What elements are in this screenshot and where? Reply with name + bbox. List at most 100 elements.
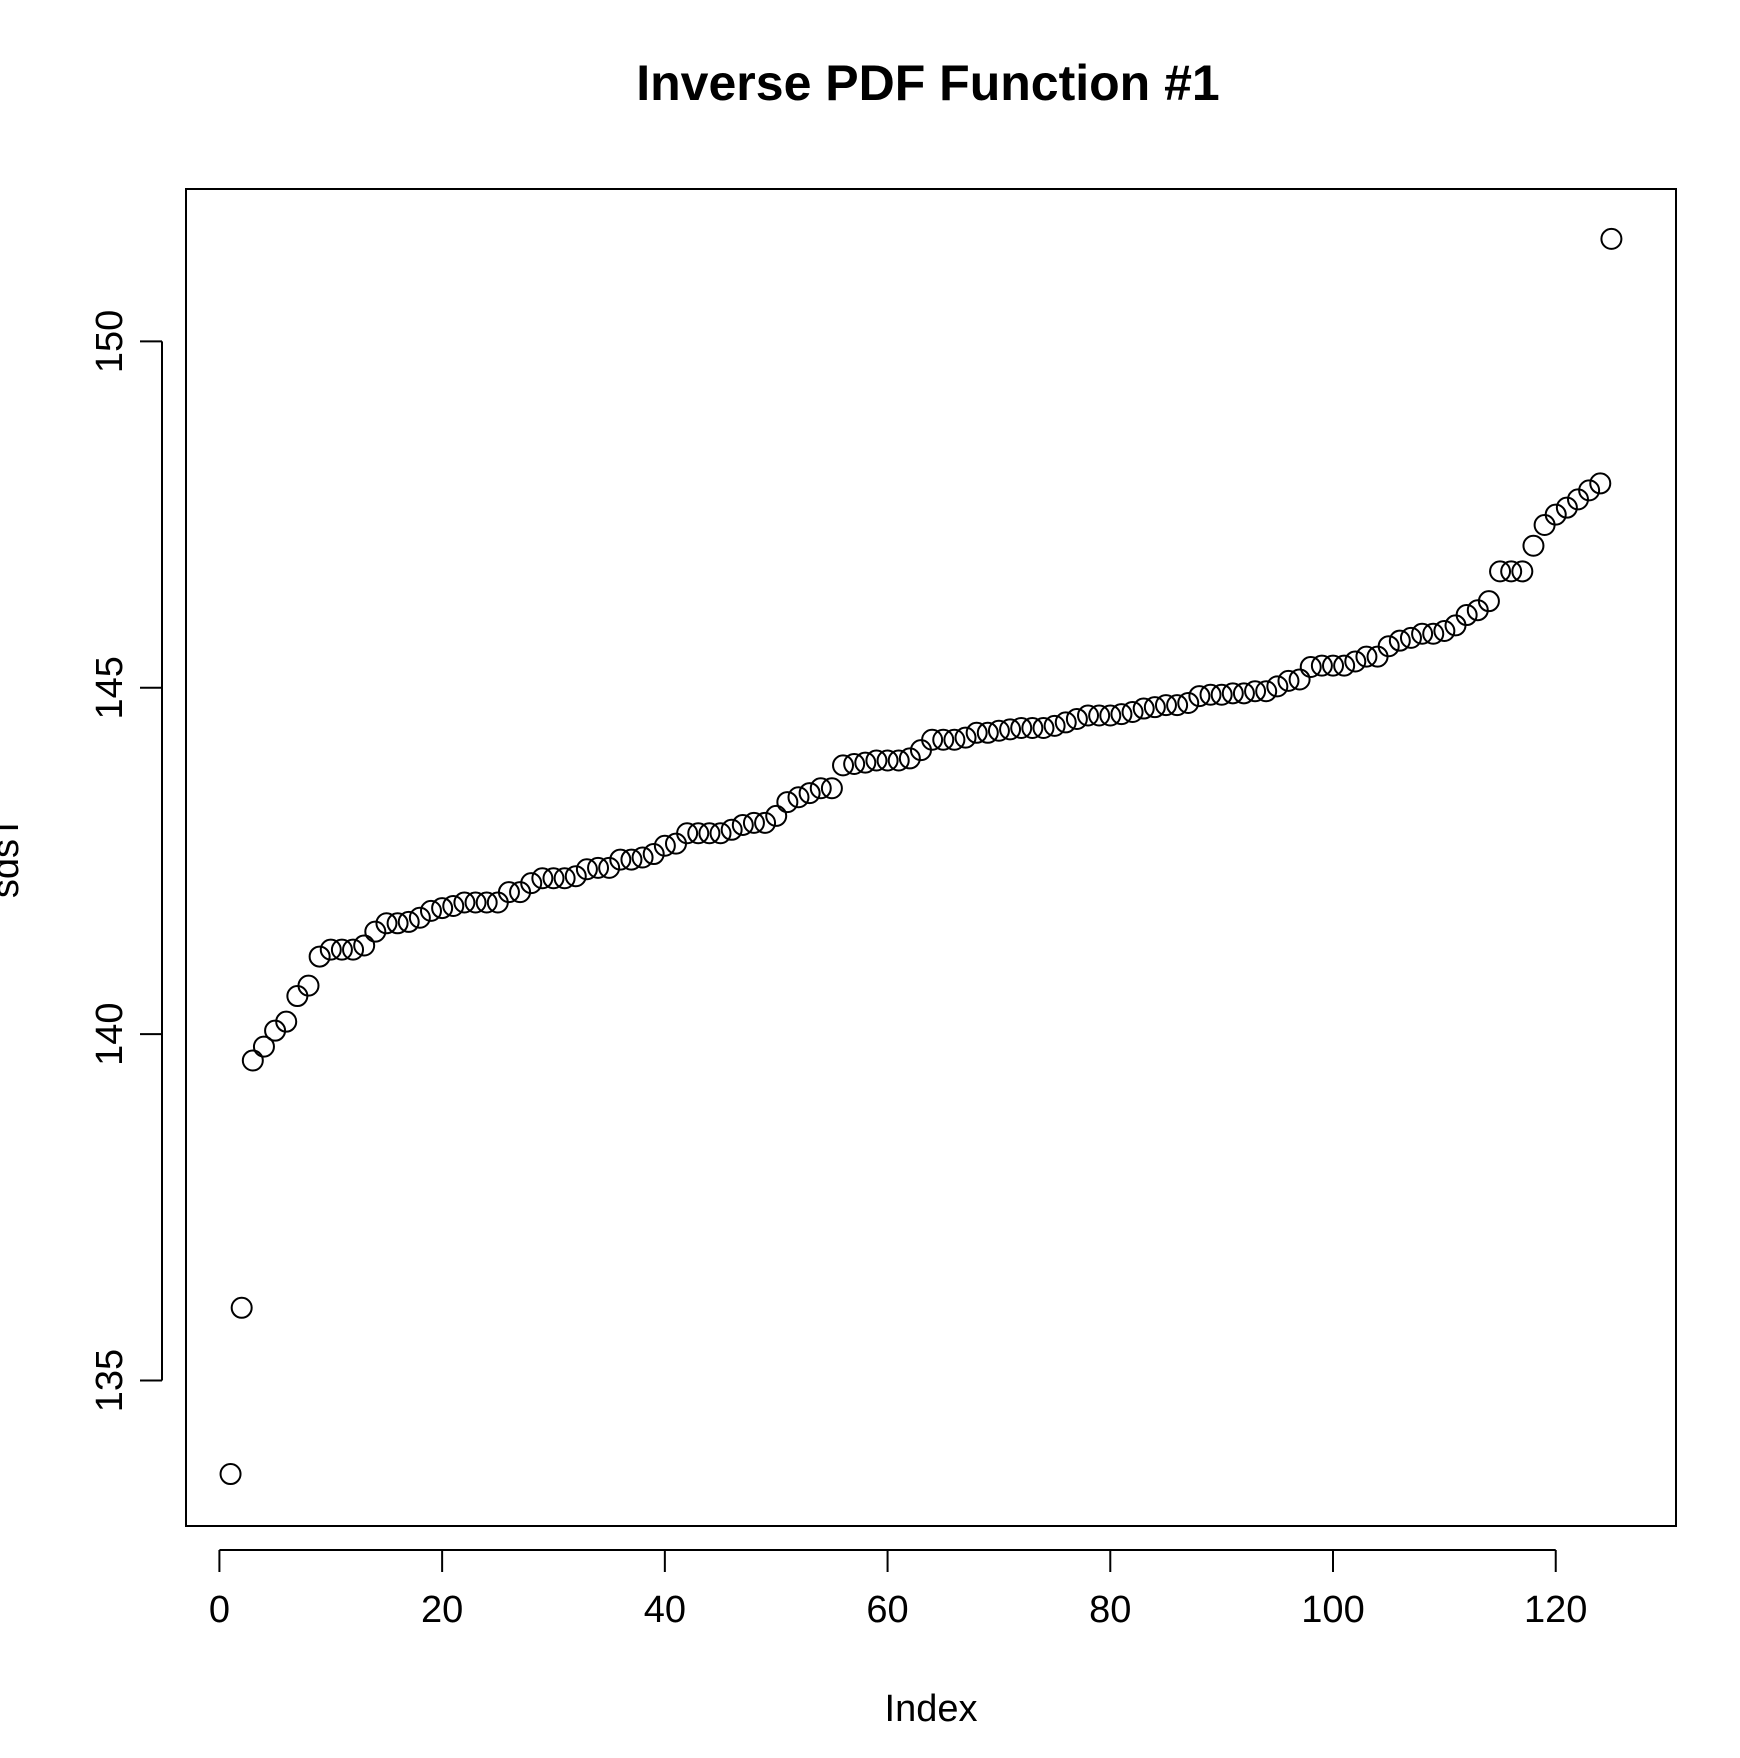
data-point bbox=[1032, 716, 1055, 739]
data-point bbox=[1199, 683, 1222, 706]
data-point bbox=[921, 728, 944, 751]
data-point bbox=[887, 749, 910, 772]
data-point bbox=[1110, 703, 1133, 726]
data-point bbox=[943, 728, 966, 751]
data-point bbox=[765, 804, 788, 827]
data-point bbox=[1232, 682, 1255, 705]
y-axis-label: sdsT bbox=[0, 816, 27, 898]
data-point bbox=[252, 1035, 275, 1058]
data-point bbox=[408, 906, 431, 929]
data-point bbox=[275, 1010, 298, 1033]
data-point bbox=[1399, 626, 1422, 649]
data-point bbox=[587, 856, 610, 879]
data-point bbox=[464, 891, 487, 914]
data-point bbox=[442, 894, 465, 917]
data-point bbox=[330, 938, 353, 961]
data-point bbox=[1344, 650, 1367, 673]
data-point bbox=[653, 834, 676, 857]
data-point bbox=[1322, 654, 1345, 677]
data-point bbox=[932, 728, 955, 751]
data-point bbox=[486, 891, 509, 914]
data-point bbox=[575, 858, 598, 881]
y-axis: 135 140 145 150 bbox=[89, 310, 163, 1412]
data-point bbox=[1166, 694, 1189, 717]
data-point bbox=[375, 912, 398, 935]
data-point bbox=[676, 822, 699, 845]
data-point bbox=[1221, 682, 1244, 705]
data-point bbox=[520, 872, 543, 895]
data-point bbox=[353, 934, 376, 957]
data-point bbox=[898, 747, 921, 770]
data-point bbox=[1355, 645, 1378, 668]
data-point bbox=[820, 777, 843, 800]
data-point bbox=[1132, 697, 1155, 720]
data-point bbox=[1021, 716, 1044, 739]
data-point bbox=[1088, 704, 1111, 727]
x-tick-label: 60 bbox=[866, 1589, 908, 1631]
data-point bbox=[854, 751, 877, 774]
data-point bbox=[553, 867, 576, 890]
data-point bbox=[1266, 675, 1289, 698]
data-point bbox=[687, 822, 710, 845]
data-point bbox=[1489, 560, 1512, 583]
data-point bbox=[1177, 692, 1200, 715]
data-point bbox=[754, 811, 777, 834]
data-point bbox=[286, 985, 309, 1008]
data-point bbox=[1333, 654, 1356, 677]
data-point bbox=[787, 786, 810, 809]
y-tick-label: 150 bbox=[89, 310, 131, 373]
data-point bbox=[1555, 496, 1578, 519]
x-axis: 0 20 40 60 80 100 120 bbox=[209, 1549, 1587, 1631]
data-point bbox=[453, 891, 476, 914]
data-point bbox=[297, 974, 320, 997]
data-point bbox=[631, 846, 654, 869]
data-point bbox=[1154, 694, 1177, 717]
y-tick-label: 135 bbox=[89, 1349, 131, 1412]
data-point bbox=[720, 818, 743, 841]
data-point bbox=[308, 945, 331, 968]
data-point bbox=[1422, 622, 1445, 645]
data-point bbox=[1210, 683, 1233, 706]
x-axis-label: Index bbox=[885, 1688, 978, 1730]
data-point bbox=[475, 891, 498, 914]
data-point bbox=[776, 791, 799, 814]
data-point bbox=[1477, 590, 1500, 613]
data-point bbox=[1121, 701, 1144, 724]
data-point bbox=[809, 777, 832, 800]
data-point bbox=[1188, 685, 1211, 708]
data-point bbox=[542, 867, 565, 890]
data-point bbox=[798, 782, 821, 805]
y-tick-label: 145 bbox=[89, 656, 131, 719]
data-point bbox=[1411, 622, 1434, 645]
data-point bbox=[620, 848, 643, 871]
data-point bbox=[1054, 711, 1077, 734]
data-point bbox=[397, 910, 420, 933]
data-point bbox=[1143, 696, 1166, 719]
data-point bbox=[1244, 680, 1267, 703]
data-point bbox=[241, 1049, 264, 1072]
data-point bbox=[1433, 619, 1456, 642]
data-point bbox=[1310, 654, 1333, 677]
data-point bbox=[1522, 534, 1545, 557]
data-point bbox=[954, 726, 977, 749]
data-point bbox=[1455, 604, 1478, 627]
data-point bbox=[742, 811, 765, 834]
data-point bbox=[731, 813, 754, 836]
data-point bbox=[709, 822, 732, 845]
data-point bbox=[843, 752, 866, 775]
data-point bbox=[497, 881, 520, 904]
data-point bbox=[987, 719, 1010, 742]
x-tick-label: 80 bbox=[1089, 1589, 1131, 1631]
x-tick-label: 20 bbox=[421, 1589, 463, 1631]
chart-title: Inverse PDF Function #1 bbox=[636, 55, 1219, 111]
x-tick-label: 120 bbox=[1524, 1589, 1587, 1631]
data-point bbox=[230, 1296, 253, 1319]
data-point bbox=[1277, 669, 1300, 692]
data-point bbox=[1533, 513, 1556, 536]
data-point bbox=[1077, 704, 1100, 727]
data-point bbox=[642, 843, 665, 866]
data-point bbox=[1010, 716, 1033, 739]
data-point bbox=[564, 865, 587, 888]
data-point bbox=[1065, 707, 1088, 730]
